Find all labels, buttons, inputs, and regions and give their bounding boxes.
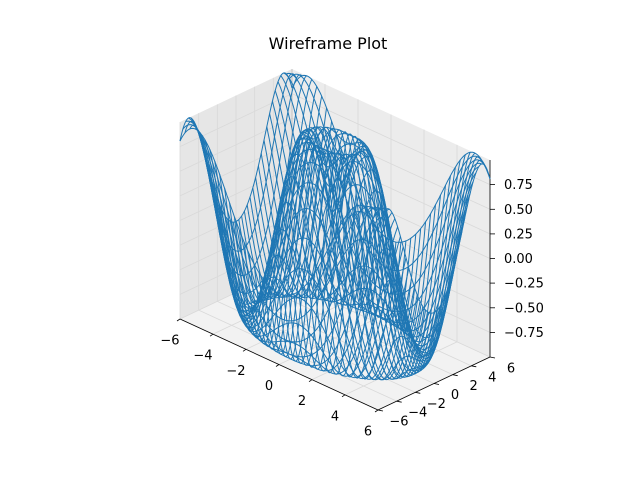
z-tick-label: −0.75 (504, 326, 544, 341)
wire-line-x (342, 167, 456, 381)
z-tick-label: −0.25 (504, 277, 544, 292)
wire-line-x (347, 159, 461, 381)
wireframe-surface (179, 72, 491, 381)
x-tick-mark (242, 348, 247, 352)
wire-line-y (274, 90, 474, 338)
grid-line-z-back (291, 93, 491, 185)
wire-line-x (377, 163, 491, 314)
grid-line-z-back (291, 117, 491, 210)
x-tick-label: 2 (298, 394, 306, 409)
grid-line-z-side (179, 167, 293, 221)
y-tick-mark (377, 409, 384, 412)
y-tick-label: −2 (427, 397, 446, 412)
z-tick-label: −0.50 (504, 301, 544, 316)
grid-line-z-side (179, 93, 293, 147)
x-tick-label: 4 (331, 409, 339, 424)
wire-line-y (263, 140, 463, 354)
wire-line-y (286, 72, 485, 295)
y-tick-label: 2 (470, 379, 478, 394)
z-tick-label: 0.75 (504, 178, 533, 193)
wire-line-y (246, 126, 446, 369)
wire-line-y (271, 101, 471, 343)
y-tick-mark (396, 400, 402, 403)
y-tick-mark (452, 374, 458, 377)
y-tick-mark (433, 383, 440, 385)
wire-line-y (235, 128, 435, 375)
x-tick-label: −2 (226, 364, 245, 379)
tick-labels: −6−4−20246−6−4−202460.750.500.250.00−0.2… (160, 178, 543, 439)
wire-line-y (266, 126, 466, 351)
y-tick-mark (415, 391, 421, 394)
wire-line-y (257, 160, 457, 359)
y-tick-label: 4 (488, 370, 496, 385)
wire-line-x (303, 149, 417, 370)
x-tick-label: 0 (265, 379, 273, 394)
x-tick-mark (275, 364, 280, 367)
x-tick-label: −4 (193, 349, 212, 364)
y-tick-mark (471, 365, 477, 368)
grid-line-y-floor (198, 309, 397, 402)
x-tick-mark (209, 333, 214, 337)
y-tick-label: −4 (408, 406, 427, 421)
x-tick-label: 6 (364, 425, 372, 440)
wire-line-x (337, 175, 451, 380)
y-tick-label: 6 (507, 362, 515, 377)
x-tick-mark (308, 379, 313, 383)
wire-line-y (288, 73, 488, 271)
wire-line-x (367, 156, 481, 358)
wire-line-y (283, 72, 482, 313)
z-tick-label: 0.00 (504, 252, 533, 267)
wire-line-y (252, 133, 452, 364)
y-tick-label: −6 (389, 415, 408, 430)
wire-line-x (357, 152, 471, 378)
wire-line-x (372, 159, 486, 339)
wire-line-y (291, 74, 491, 243)
wire-line-y (280, 75, 480, 324)
wire-line-x (288, 138, 402, 364)
grid-line-z-side (179, 117, 293, 172)
x-tick-mark (341, 394, 346, 398)
y-tick-label: 0 (451, 388, 459, 403)
x-tick-mark (374, 409, 379, 413)
x-tick-mark (176, 318, 181, 322)
y-tick-mark (489, 356, 496, 359)
grid-line-z-side (179, 142, 293, 197)
z-tick-label: 0.50 (504, 203, 533, 218)
chart-title: Wireframe Plot (269, 34, 388, 53)
x-tick-label: −6 (160, 334, 179, 349)
z-tick-label: 0.25 (504, 227, 533, 242)
wire-line-y (277, 81, 477, 332)
wire-line-x (362, 152, 476, 372)
